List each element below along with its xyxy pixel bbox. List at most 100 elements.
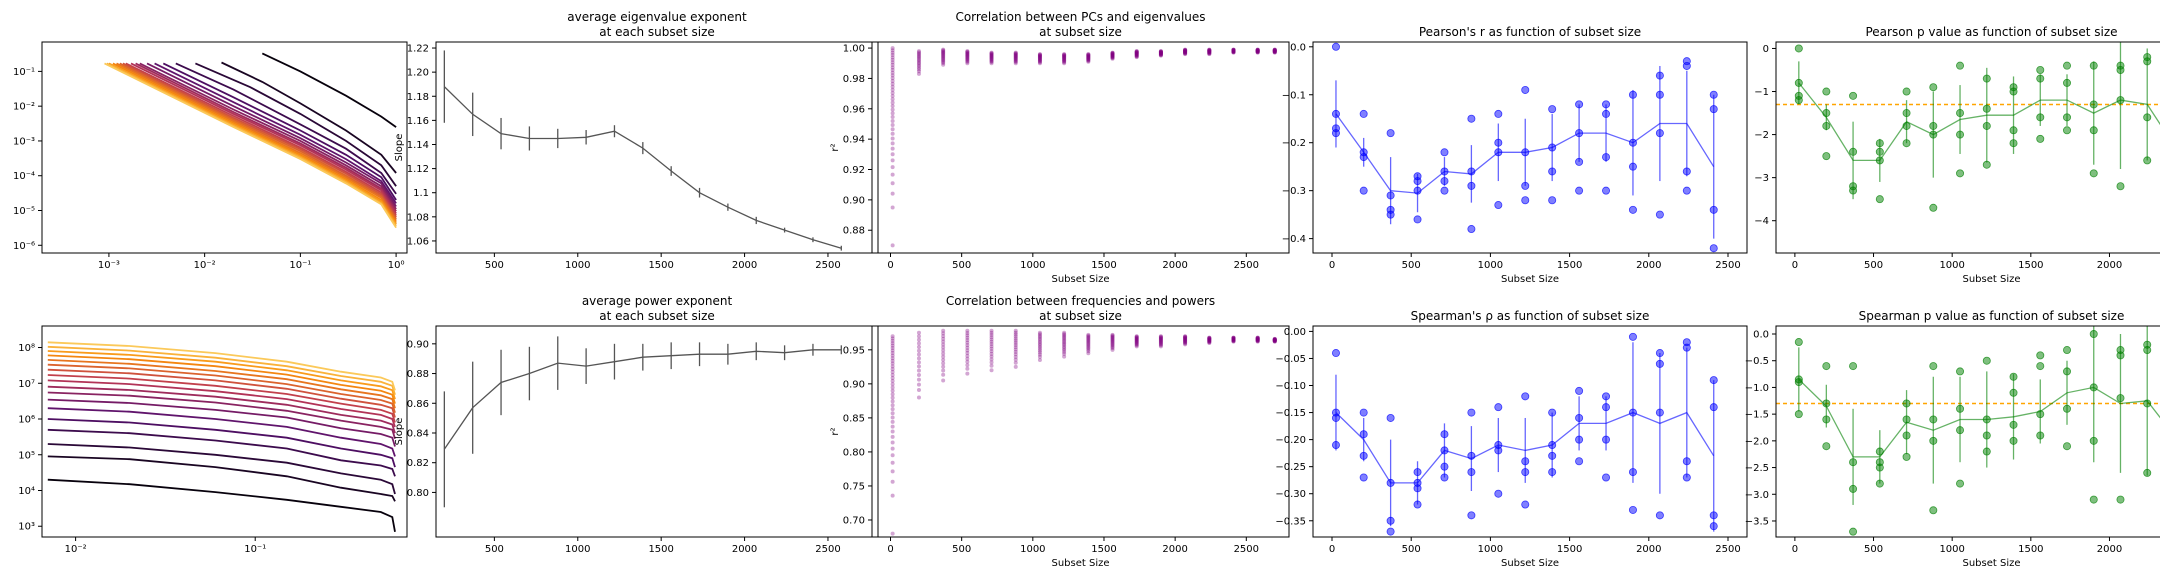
chart2-scatter-point [1231,48,1236,53]
chart2-scatter-point [1134,51,1139,56]
chart7-scatter-point [965,338,970,343]
chart7-scatter-point [1272,337,1277,342]
chart0-x-tick-label: 10⁻² [194,260,216,271]
chart2-scatter-point [1207,48,1212,53]
chart7-y-tick-label: 0.90 [843,379,865,390]
chart3-scatter-point [1413,215,1422,224]
chart8-y-tick-label: −0.35 [1275,516,1306,527]
chart7-scatter-point [890,367,895,372]
chart7-scatter-point [890,395,895,400]
chart2-scatter-point [965,49,970,54]
chart9-scatter-point [2089,436,2098,445]
chart7-scatter-point [941,328,946,333]
chart5-y-tick-label: 10⁸ [18,343,35,354]
chart4-scatter-point [1849,91,1858,100]
chart7-scatter-point [1134,338,1139,343]
chart7-scatter-point [1037,352,1042,357]
chart2-scatter-point [1183,51,1188,56]
chart2-scatter-point [965,51,970,56]
chart7-scatter-point [1255,338,1260,343]
chart7-scatter-point [965,331,970,336]
chart7-scatter-point [1037,332,1042,337]
chart8-plot-area [1331,332,1718,536]
chart2-scatter-point [890,46,895,51]
chart5-x-tick-label: 10⁻² [65,544,87,555]
chart2-scatter-point [1134,52,1139,57]
chart2-scatter-point [1183,49,1188,54]
chart3-scatter-point [1709,105,1718,114]
chart4-y-tick-label: −2 [1754,130,1769,141]
chart2-scatter-point [941,62,946,67]
chart8-scatter-point [1628,408,1637,417]
chart7-scatter-point [1207,336,1212,341]
chart0-x-tick-label: 10⁻³ [98,260,120,271]
chart2-scatter-point [989,55,994,60]
chart2-scatter-point [1062,52,1067,57]
chart7-scatter-point [890,356,895,361]
chart6-title: average power exponent [582,294,733,308]
chart7-y-tick-label: 0.85 [843,413,865,424]
chart8-x-tick-label: 0 [1329,544,1335,555]
chart7-scatter-point [890,388,895,393]
chart3-scatter-point [1682,186,1691,195]
chart3-scatter-point [1359,153,1368,162]
chart2-scatter-point [1231,49,1236,54]
chart2-scatter-point [1255,48,1260,53]
chart9-x-tick-label: 0 [1792,544,1798,555]
chart3-scatter-point [1709,205,1718,214]
chart3-scatter-point [1440,177,1449,186]
chart7-scatter-point [1231,335,1236,340]
chart7-scatter-point [1207,336,1212,341]
chart2-scatter-point [1207,50,1212,55]
chart2-scatter-point [1207,51,1212,56]
chart2-scatter-point [1158,53,1163,58]
chart2-scatter-point [890,181,895,186]
chart2-scatter-point [1231,47,1236,52]
chart3-scatter-point [1521,148,1530,157]
chart2-scatter-point [1158,52,1163,57]
chart2-scatter-point [890,172,895,177]
chart9-scatter-point [2009,420,2018,429]
chart7-scatter-point [1037,348,1042,353]
chart2-scatter-point [890,118,895,123]
chart7-scatter-point [1037,336,1042,341]
chart7-y-label: r² [830,427,841,435]
chart2-scatter-point [1086,58,1091,63]
chart2-scatter-point [1158,50,1163,55]
chart7-scatter-point [1183,337,1188,342]
chart2-scatter-point [1086,54,1091,59]
chart2-scatter-point [890,107,895,112]
chart7-scatter-point [1231,336,1236,341]
chart7-scatter-point [1255,339,1260,344]
chart1-x-tick-label: 1500 [648,260,673,271]
chart9-frame [1775,325,2160,538]
chart7-scatter-point [1158,339,1163,344]
chart7-y-tick-label: 0.70 [843,515,865,526]
chart8-scatter-point [1467,468,1476,477]
chart1-x-tick-label: 500 [485,260,504,271]
chart4-scatter-point [2089,126,2098,135]
chart7-scatter-point [1086,351,1091,356]
chart7-scatter-point [941,351,946,356]
chart9-scatter-point [2009,436,2018,445]
chart2-scatter-point [1062,58,1067,63]
chart2-y-tick-label: 0.98 [843,74,865,85]
chart3-scatter-point [1386,191,1395,200]
chart2-scatter-point [941,53,946,58]
chart2-scatter-point [1037,57,1042,62]
chart4-scatter-point [1982,74,1991,83]
chart7-scatter-point [1255,336,1260,341]
chart2-scatter-point [1158,49,1163,54]
chart2-scatter-point [1255,49,1260,54]
chart7-scatter-point [1134,340,1139,345]
chart7-scatter-point [1037,330,1042,335]
chart7-scatter-point [1158,342,1163,347]
chart2-scatter-point [989,57,994,62]
chart2-scatter-point [890,123,895,128]
chart7-scatter-point [890,460,895,465]
chart2-scatter-point [916,69,921,74]
chart5-series-0-line [47,478,396,532]
chart7-scatter-point [1183,340,1188,345]
chart4-scatter-point [1875,156,1884,165]
